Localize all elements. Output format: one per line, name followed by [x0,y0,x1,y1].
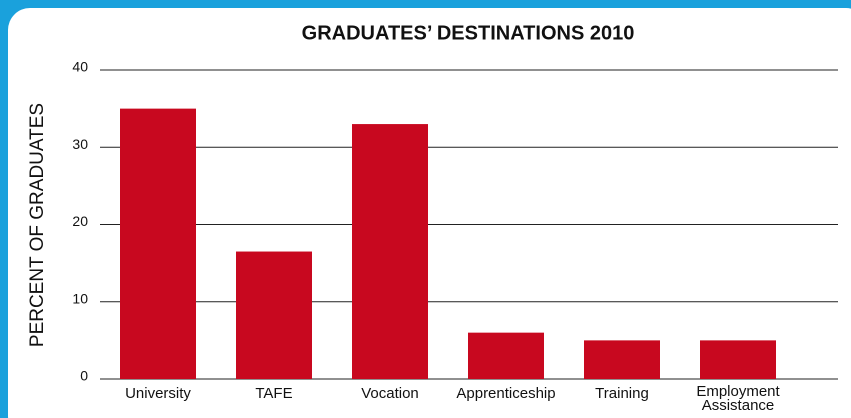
bar [352,124,428,379]
y-tick-label: 0 [80,368,88,384]
bar [120,108,196,379]
x-tick-label: Apprenticeship [456,385,555,402]
panel [8,8,851,418]
y-tick-label: 30 [72,136,88,152]
x-tick-label: TAFE [255,385,292,402]
bar [584,340,660,379]
x-tick-label: Employment Assistance [696,383,780,414]
bar [468,332,544,379]
y-tick-label: 10 [72,290,88,306]
x-tick-label: Training [595,385,649,402]
y-tick-label: 40 [72,59,88,75]
bar [236,251,312,379]
y-tick-label: 20 [72,213,88,229]
chart-title: GRADUATES’ DESTINATIONS 2010 [302,22,635,44]
x-tick-label: Vocation [361,385,419,402]
y-axis-label: PERCENT OF GRADUATES [27,103,48,347]
x-tick-label: University [125,385,191,402]
bar [700,340,776,379]
